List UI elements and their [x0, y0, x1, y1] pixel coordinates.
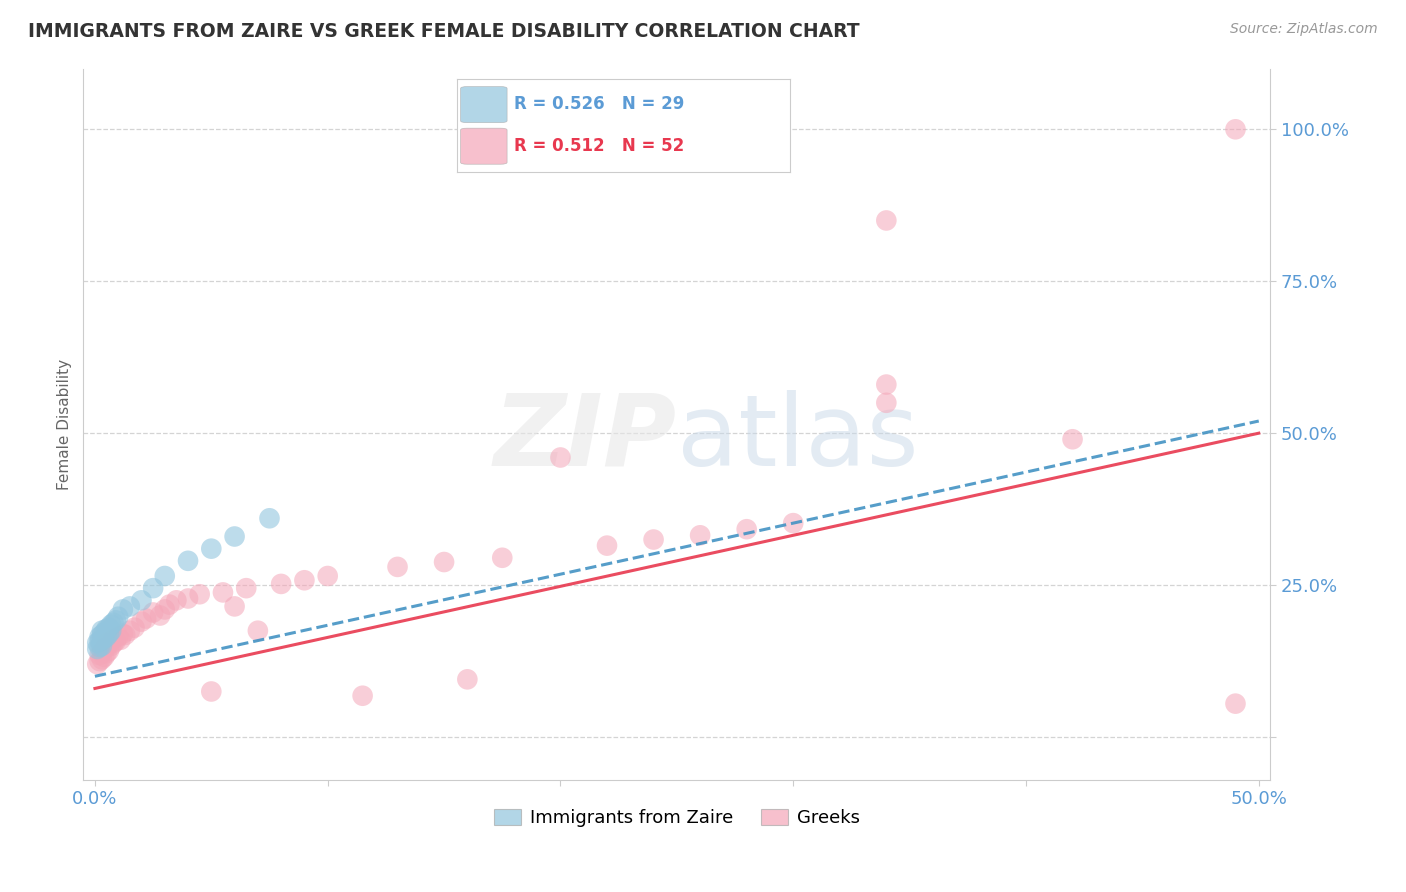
Point [177, 591, 200, 606]
Point [142, 581, 165, 595]
Point [100, 639, 122, 653]
Point [118, 624, 141, 638]
Point [875, 377, 897, 392]
Point [131, 593, 153, 607]
Point [89, 648, 111, 662]
Point [433, 555, 456, 569]
Point [1225, 697, 1247, 711]
Point [200, 684, 222, 698]
Point [111, 602, 134, 616]
Point [96, 646, 118, 660]
Point [107, 609, 129, 624]
Point [177, 554, 200, 568]
Point [110, 632, 132, 647]
Text: IMMIGRANTS FROM ZAIRE VS GREEK FEMALE DISABILITY CORRELATION CHART: IMMIGRANTS FROM ZAIRE VS GREEK FEMALE DI… [28, 22, 859, 41]
Point [643, 533, 665, 547]
Point [96, 636, 118, 650]
Point [118, 599, 141, 614]
Point [86, 657, 108, 672]
Legend: Immigrants from Zaire, Greeks: Immigrants from Zaire, Greeks [486, 802, 868, 835]
Point [135, 611, 157, 625]
Point [90, 624, 112, 638]
Point [104, 613, 127, 627]
Point [90, 652, 112, 666]
Point [93, 642, 115, 657]
Point [387, 560, 409, 574]
Point [90, 628, 112, 642]
Point [93, 649, 115, 664]
Point [131, 615, 153, 629]
Point [224, 529, 246, 543]
Point [90, 639, 112, 653]
Point [1062, 432, 1084, 446]
Point [735, 522, 758, 536]
Point [96, 622, 118, 636]
Point [103, 615, 125, 630]
Point [456, 673, 478, 687]
Point [103, 632, 125, 646]
Point [689, 528, 711, 542]
Point [782, 516, 804, 530]
Point [97, 644, 120, 658]
Point [97, 621, 120, 635]
Text: ZIP: ZIP [494, 390, 676, 487]
Point [224, 599, 246, 614]
Point [93, 625, 115, 640]
Point [188, 587, 211, 601]
Point [875, 213, 897, 227]
Point [86, 642, 108, 657]
Point [259, 511, 281, 525]
Point [86, 636, 108, 650]
Point [96, 630, 118, 644]
Point [89, 634, 111, 648]
Point [294, 574, 316, 588]
Point [157, 598, 180, 612]
Point [153, 569, 176, 583]
Point [89, 640, 111, 654]
Point [270, 577, 292, 591]
Point [90, 632, 112, 647]
Y-axis label: Female Disability: Female Disability [58, 359, 72, 490]
Point [1225, 122, 1247, 136]
Point [103, 636, 125, 650]
Point [165, 593, 187, 607]
Point [200, 541, 222, 556]
Point [316, 569, 339, 583]
Text: Source: ZipAtlas.com: Source: ZipAtlas.com [1230, 22, 1378, 37]
Point [875, 396, 897, 410]
Point [352, 689, 374, 703]
Point [89, 654, 111, 668]
Point [93, 632, 115, 646]
Point [596, 539, 619, 553]
Point [104, 634, 127, 648]
Point [97, 626, 120, 640]
Point [107, 630, 129, 644]
Point [235, 581, 257, 595]
Point [89, 630, 111, 644]
Point [100, 617, 122, 632]
Text: atlas: atlas [676, 390, 918, 487]
Point [246, 624, 269, 638]
Point [114, 628, 136, 642]
Point [149, 608, 172, 623]
Point [111, 626, 134, 640]
Point [90, 645, 112, 659]
Point [142, 606, 165, 620]
Point [491, 550, 513, 565]
Point [96, 640, 118, 654]
Point [153, 602, 176, 616]
Point [212, 585, 235, 599]
Point [124, 621, 146, 635]
Point [550, 450, 572, 465]
Point [100, 624, 122, 638]
